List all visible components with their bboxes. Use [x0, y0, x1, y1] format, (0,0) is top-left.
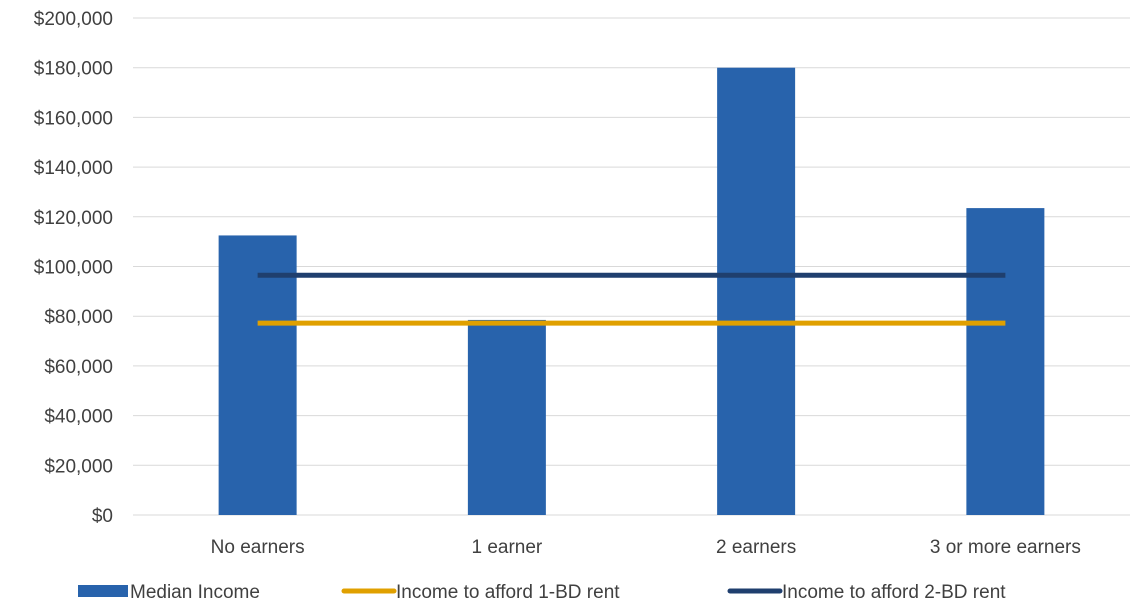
y-axis-tick-labels: $0 $20,000 $40,000 $60,000 $80,000 $100,000 $1… [34, 9, 113, 527]
y-tick-label: $200,000 [34, 9, 113, 30]
legend-swatch-bar [78, 585, 128, 597]
series-lines [257, 272, 1006, 326]
y-tick-label: $60,000 [44, 357, 113, 378]
x-axis-category-labels: No earners 1 earner 2 earners 3 or more ear… [211, 537, 1081, 558]
y-tick-label: $140,000 [34, 158, 113, 179]
y-tick-label: $160,000 [34, 108, 113, 129]
x-category-label: 3 or more earners [930, 537, 1081, 558]
bars [218, 67, 1045, 516]
legend-label: Income to afford 1-BD rent [396, 582, 620, 603]
bar-median-income [717, 67, 796, 515]
legend-label: Income to afford 2-BD rent [782, 582, 1006, 603]
y-tick-label: $20,000 [44, 456, 113, 477]
legend: Median Income Income to afford 1-BD rent I… [78, 582, 1006, 603]
y-tick-label: $0 [92, 506, 113, 527]
bar-median-income [218, 235, 297, 515]
gridlines [133, 17, 1130, 516]
y-tick-label: $80,000 [44, 307, 113, 328]
bar-median-income [966, 208, 1045, 516]
y-tick-label: $40,000 [44, 407, 113, 428]
y-tick-label: $180,000 [34, 59, 113, 80]
x-category-label: 1 earner [471, 537, 542, 558]
x-category-label: 2 earners [716, 537, 796, 558]
x-category-label: No earners [211, 537, 305, 558]
bar-median-income [467, 319, 546, 515]
y-tick-label: $100,000 [34, 258, 113, 279]
legend-label: Median Income [130, 582, 260, 603]
y-tick-label: $120,000 [34, 208, 113, 229]
